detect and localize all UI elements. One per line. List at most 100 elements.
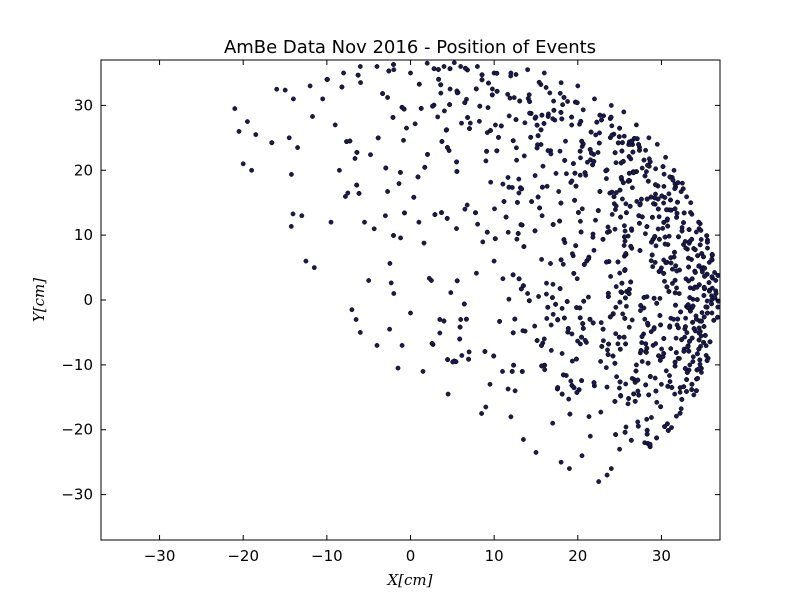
data-point bbox=[696, 330, 702, 336]
data-point bbox=[659, 346, 664, 352]
data-point bbox=[519, 369, 525, 374]
data-point bbox=[674, 268, 680, 274]
data-point bbox=[598, 409, 604, 415]
x-tick-label: −30 bbox=[144, 547, 176, 565]
data-point bbox=[618, 214, 623, 220]
data-point bbox=[696, 337, 702, 343]
data-point bbox=[386, 68, 392, 74]
data-point bbox=[690, 359, 696, 364]
data-point bbox=[587, 147, 593, 152]
data-point bbox=[476, 118, 482, 124]
data-point bbox=[463, 316, 469, 322]
data-point bbox=[579, 206, 585, 212]
data-point bbox=[561, 95, 567, 100]
data-point bbox=[544, 316, 550, 321]
data-point bbox=[426, 275, 432, 281]
data-point bbox=[534, 145, 540, 151]
data-point bbox=[550, 222, 556, 227]
data-point bbox=[540, 184, 545, 190]
data-point bbox=[551, 107, 557, 113]
data-point bbox=[574, 100, 580, 106]
data-point bbox=[458, 317, 464, 322]
data-point bbox=[557, 148, 563, 154]
data-point bbox=[688, 200, 694, 206]
data-point bbox=[347, 138, 353, 144]
data-point bbox=[430, 103, 435, 109]
data-point bbox=[336, 167, 342, 173]
data-point bbox=[702, 332, 708, 338]
data-point bbox=[647, 441, 653, 447]
data-point bbox=[624, 210, 629, 216]
data-point bbox=[448, 290, 454, 295]
data-point bbox=[695, 351, 700, 357]
data-point bbox=[676, 234, 681, 240]
data-point bbox=[670, 177, 676, 183]
data-point bbox=[621, 133, 627, 139]
data-point bbox=[699, 318, 704, 324]
data-point bbox=[598, 358, 603, 364]
data-point bbox=[656, 214, 662, 220]
data-point bbox=[612, 226, 618, 232]
data-point bbox=[579, 453, 585, 459]
data-point bbox=[696, 219, 702, 225]
data-point bbox=[668, 255, 674, 261]
data-point bbox=[626, 324, 632, 330]
data-point bbox=[564, 299, 570, 304]
data-point bbox=[661, 200, 666, 206]
data-point bbox=[683, 315, 688, 321]
data-point bbox=[623, 424, 629, 430]
x-axis-label: X[cm] bbox=[386, 571, 432, 589]
data-point bbox=[665, 216, 670, 222]
data-point bbox=[681, 242, 686, 248]
data-point bbox=[510, 330, 516, 336]
data-point bbox=[541, 70, 547, 76]
data-point bbox=[368, 152, 373, 158]
data-point bbox=[664, 207, 669, 213]
data-point bbox=[635, 377, 641, 383]
data-point bbox=[566, 396, 572, 402]
data-point bbox=[647, 159, 653, 165]
data-point bbox=[492, 206, 497, 212]
data-point bbox=[682, 334, 688, 340]
data-point bbox=[411, 194, 417, 200]
data-point bbox=[587, 316, 593, 322]
data-point bbox=[575, 83, 581, 89]
data-point bbox=[655, 226, 661, 232]
data-point bbox=[673, 350, 679, 355]
data-point bbox=[683, 245, 689, 251]
data-point bbox=[516, 190, 522, 196]
data-point bbox=[620, 311, 626, 317]
data-point bbox=[665, 383, 671, 389]
data-point bbox=[503, 214, 509, 220]
data-point bbox=[629, 138, 635, 144]
data-point bbox=[539, 363, 545, 369]
data-point bbox=[615, 259, 621, 265]
data-point bbox=[713, 278, 719, 283]
data-point bbox=[681, 384, 687, 390]
data-point bbox=[550, 311, 556, 317]
data-point bbox=[654, 141, 660, 147]
data-point bbox=[668, 207, 674, 213]
data-point bbox=[612, 150, 618, 156]
data-point bbox=[639, 334, 645, 339]
data-point bbox=[358, 80, 363, 86]
data-point bbox=[421, 240, 427, 246]
data-point bbox=[622, 238, 628, 244]
data-point bbox=[501, 199, 507, 204]
data-point bbox=[491, 258, 497, 264]
data-point bbox=[577, 315, 583, 321]
data-point bbox=[514, 157, 519, 163]
data-point bbox=[644, 169, 649, 175]
data-point bbox=[431, 66, 437, 72]
data-point bbox=[630, 149, 636, 155]
data-point bbox=[401, 106, 407, 112]
data-point bbox=[295, 145, 300, 151]
data-point bbox=[696, 325, 702, 331]
data-point bbox=[658, 322, 663, 328]
data-point bbox=[618, 175, 624, 180]
data-point bbox=[668, 346, 674, 351]
data-point bbox=[631, 391, 637, 397]
data-point bbox=[561, 372, 566, 378]
data-point bbox=[644, 416, 650, 422]
data-point bbox=[459, 120, 464, 126]
